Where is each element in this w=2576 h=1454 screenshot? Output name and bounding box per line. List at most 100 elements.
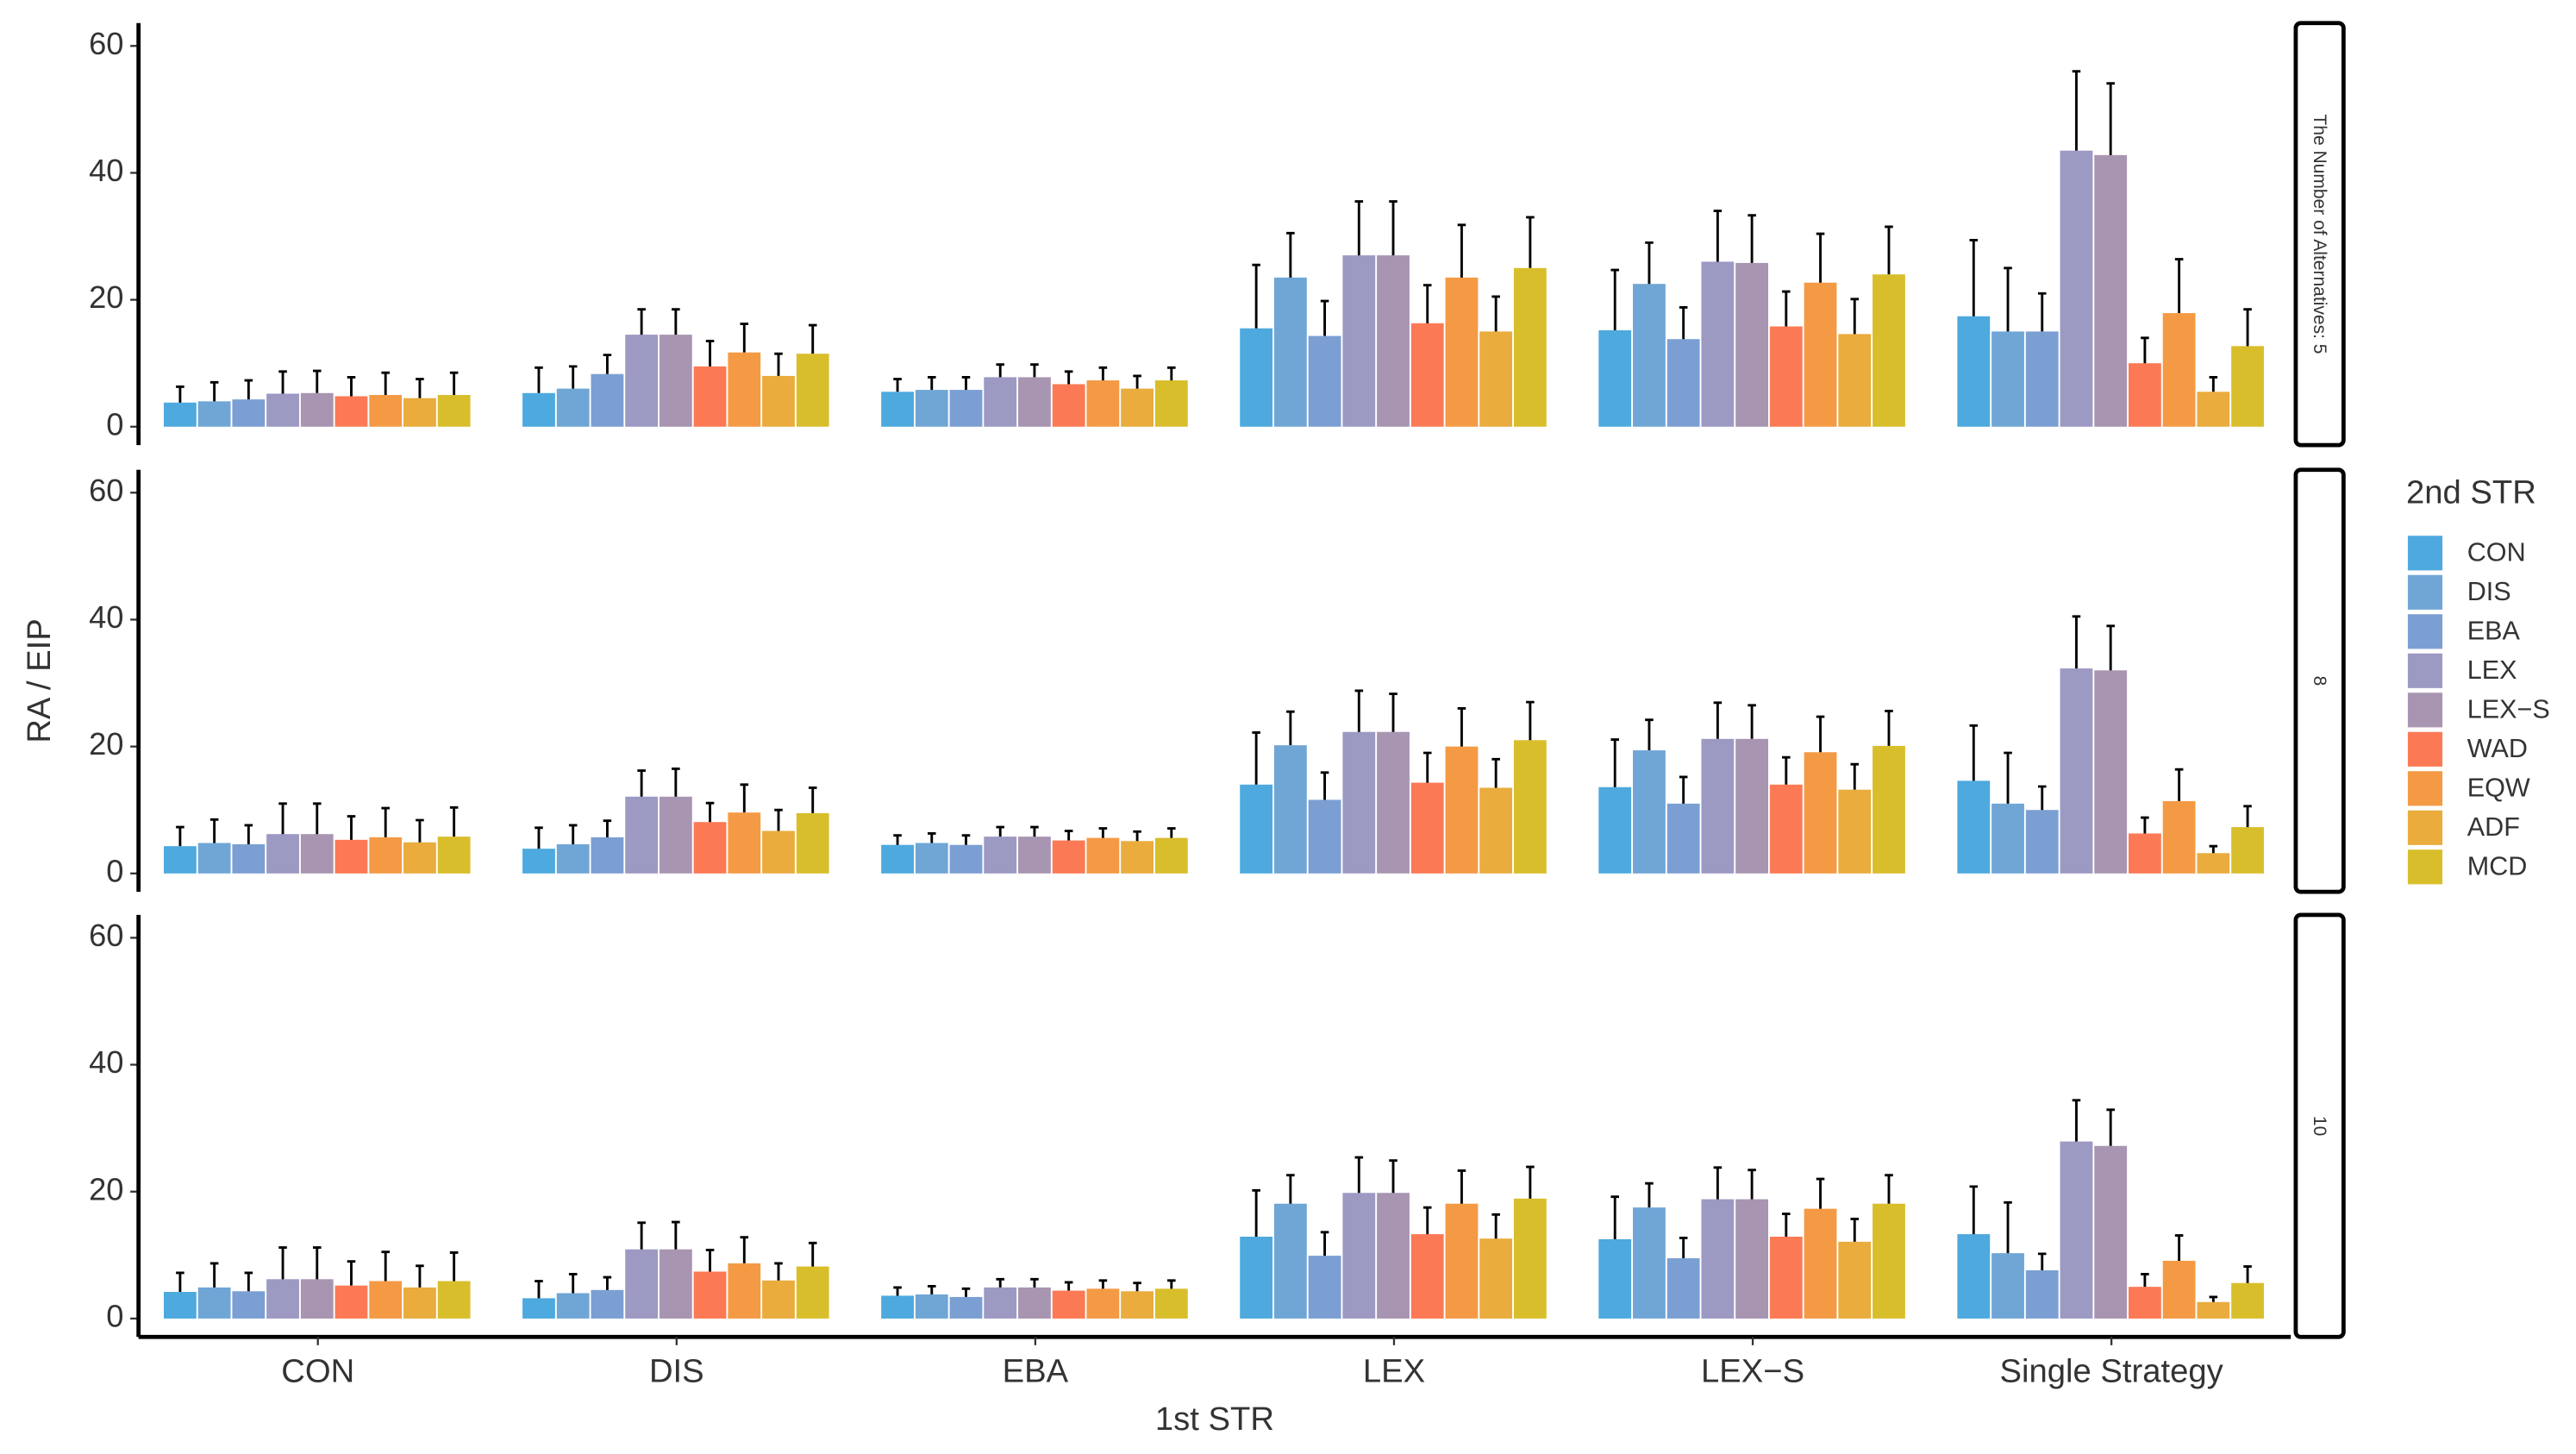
- error-bar: [1286, 1174, 1295, 1204]
- bar: [915, 1294, 948, 1319]
- bar: [1018, 377, 1051, 427]
- error-bar: [740, 323, 749, 353]
- bar: [522, 1298, 555, 1319]
- bar: [232, 843, 266, 874]
- error-bar: [2174, 258, 2184, 314]
- bar: [163, 402, 197, 427]
- error-bar: [381, 806, 390, 837]
- error-bar: [568, 1272, 578, 1294]
- bar: [1633, 750, 1666, 874]
- bar: [1804, 282, 1837, 427]
- bar: [949, 1296, 983, 1319]
- bar: [915, 843, 948, 874]
- error-bar: [312, 369, 322, 393]
- error-bar: [1782, 290, 1791, 327]
- x-tick-label: Single Strategy: [2000, 1352, 2224, 1389]
- error-bar: [1526, 216, 1535, 268]
- bar: [556, 1293, 590, 1319]
- error-bar: [928, 832, 936, 843]
- bar: [1154, 1288, 1188, 1319]
- error-bar: [1389, 693, 1397, 732]
- error-bar: [1816, 232, 1825, 283]
- y-axis-label: RA / EIP: [21, 618, 58, 743]
- facet-strip: [2293, 912, 2346, 1339]
- bar: [300, 1279, 334, 1319]
- error-bar: [1850, 1217, 1860, 1242]
- bar: [2231, 827, 2264, 874]
- error-bar: [416, 1264, 424, 1288]
- bar: [2162, 313, 2196, 427]
- bar: [163, 1292, 197, 1319]
- error-bar: [2209, 375, 2218, 392]
- bar: [335, 396, 368, 427]
- error-bar: [740, 1236, 749, 1263]
- error-bar: [176, 825, 184, 847]
- bar: [266, 393, 299, 427]
- legend-label: ADF: [2467, 812, 2520, 842]
- error-bar: [1610, 268, 1620, 330]
- legend-swatch: [2407, 614, 2443, 649]
- error-bar: [449, 371, 459, 395]
- error-bar: [535, 826, 543, 849]
- error-bar: [1320, 1231, 1329, 1257]
- bar: [1598, 1238, 1632, 1319]
- bar: [1479, 787, 1513, 874]
- bar: [1018, 1287, 1051, 1319]
- error-bar: [705, 1249, 715, 1272]
- error-bar: [1098, 366, 1108, 381]
- error-bar: [893, 834, 902, 845]
- bar: [1769, 784, 1803, 874]
- bar: [1086, 837, 1120, 874]
- error-bar: [209, 818, 219, 843]
- error-bar: [1491, 1213, 1500, 1239]
- error-bar: [1030, 825, 1039, 837]
- bar: [2231, 346, 2264, 427]
- bar: [881, 844, 914, 874]
- bar: [1121, 388, 1154, 427]
- error-bar: [1782, 755, 1791, 785]
- bar: [1633, 1207, 1666, 1319]
- error-bar: [1969, 1185, 1979, 1235]
- facet-label: 8: [2310, 676, 2329, 686]
- bar: [556, 388, 590, 427]
- bar: [197, 843, 231, 874]
- bar: [1086, 380, 1120, 427]
- legend-label: MCD: [2467, 851, 2528, 881]
- bar: [728, 1263, 761, 1319]
- bar: [1735, 1199, 1769, 1319]
- error-bar: [1679, 306, 1688, 340]
- error-bar: [1354, 200, 1364, 256]
- bar: [1957, 1234, 1991, 1319]
- bar: [984, 1287, 1017, 1319]
- error-bar: [1885, 225, 1893, 275]
- error-bar: [1679, 1237, 1688, 1259]
- error-bar: [1526, 700, 1535, 741]
- error-bar: [1030, 1277, 1039, 1288]
- bar: [1052, 1290, 1085, 1319]
- bar: [1838, 789, 1872, 874]
- error-bar: [2004, 1200, 2012, 1254]
- error-bar: [740, 783, 749, 813]
- bar: [984, 377, 1017, 427]
- error-bar: [1526, 1165, 1535, 1199]
- bar: [1735, 738, 1769, 874]
- error-bar: [672, 767, 680, 797]
- error-bar: [2072, 70, 2081, 151]
- legend-swatch: [2407, 849, 2443, 885]
- bar: [2162, 800, 2196, 874]
- bar: [266, 834, 299, 874]
- bar: [197, 1287, 231, 1319]
- bar: [1273, 277, 1307, 427]
- error-bar: [312, 1246, 322, 1280]
- bar: [1633, 284, 1666, 427]
- bar: [1052, 840, 1085, 874]
- error-bar: [603, 354, 612, 374]
- error-bar: [1748, 704, 1756, 739]
- error-bar: [1320, 299, 1329, 336]
- error-bar: [1491, 757, 1500, 788]
- y-tick-label: 20: [89, 726, 123, 761]
- bar: [1701, 738, 1735, 874]
- error-bar: [637, 1221, 646, 1250]
- error-bar: [1969, 238, 1979, 316]
